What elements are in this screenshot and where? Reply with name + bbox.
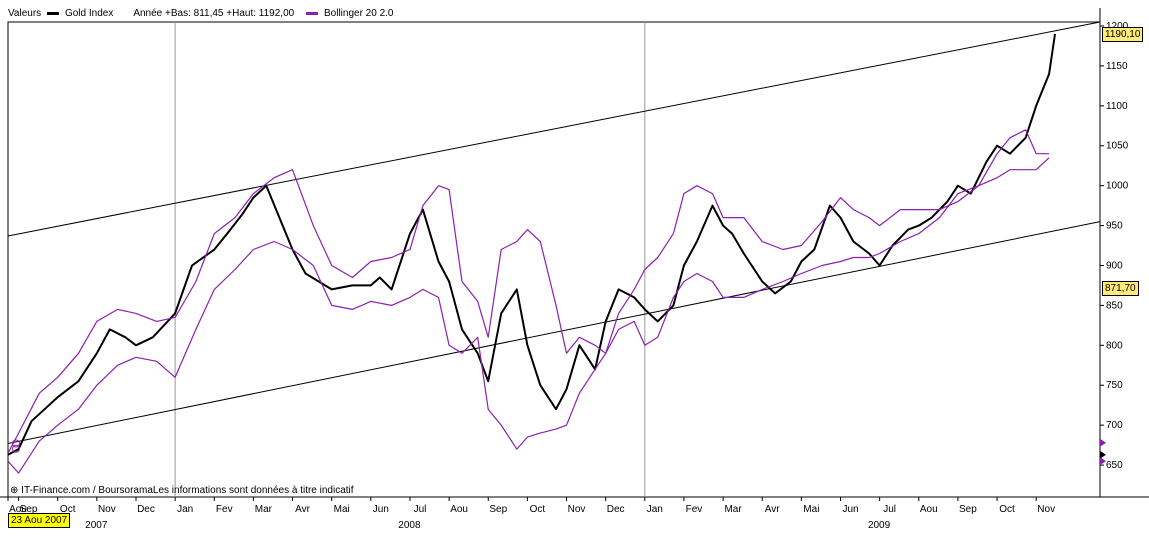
y-tick-label: 700 xyxy=(1106,420,1123,431)
x-tick-label: Fev xyxy=(216,504,233,515)
gold-swatch xyxy=(47,11,60,15)
x-tick-label: Aou xyxy=(9,504,27,515)
x-tick-label: Jan xyxy=(177,504,193,515)
series-layer xyxy=(7,33,1056,474)
axis-layer: 650 700 750 800 850 900 950 1000 1050 1100 1150 120… xyxy=(7,21,1129,531)
start-marker-upper xyxy=(12,439,20,448)
x-tick-label: Mar xyxy=(724,504,742,515)
y-tick-label: 1200 xyxy=(1106,21,1129,32)
x-tick-label: Avr xyxy=(765,504,780,515)
gold-index-line xyxy=(7,33,1056,456)
x-tick-label: Oct xyxy=(530,504,546,515)
x-tick-label: Avr xyxy=(295,504,310,515)
channel-layer xyxy=(7,21,1101,445)
x-tick-label: Jul xyxy=(883,504,896,515)
x-tick-label: Mar xyxy=(255,504,273,515)
end-marker-triangle xyxy=(1100,450,1106,459)
x-tick-label: Jun xyxy=(373,504,389,515)
x-tick-label: Fev xyxy=(686,504,703,515)
y-tick-label: 750 xyxy=(1106,380,1123,391)
y-tick-label: 800 xyxy=(1106,340,1123,351)
y-tick-label: 1100 xyxy=(1106,101,1128,112)
legend-bollinger-text: Bollinger 20 2.0 xyxy=(323,8,394,19)
start-marker-lower xyxy=(12,444,20,453)
trend-channel-line xyxy=(7,221,1101,445)
legend-bollinger-item: Bollinger 20 2.0 xyxy=(306,8,393,19)
legend-gold-item: Gold Index xyxy=(47,8,113,19)
end-marker-triangle xyxy=(1100,457,1106,466)
y-tick-label: 950 xyxy=(1106,221,1123,232)
last-price-badge: 1190,10 xyxy=(1102,26,1144,42)
grid-layer xyxy=(0,8,1149,498)
bollinger-swatch xyxy=(306,11,319,15)
year-label: 2009 xyxy=(868,520,891,531)
legend-gold-text: Gold Index xyxy=(64,8,114,19)
start-date-badge: 23 Aou 2007 xyxy=(8,513,71,528)
legend-range: Année +Bas: 811,45 +Haut: 1192,00 xyxy=(133,8,295,19)
y-tick-label: 1150 xyxy=(1106,61,1128,72)
y-tick-label: 900 xyxy=(1106,260,1123,271)
source-text: IT-Finance.com / BoursoramaLes informati… xyxy=(21,485,354,496)
legend-label: Valeurs xyxy=(8,8,42,19)
bollinger-band-line xyxy=(7,129,1050,454)
x-tick-label: Oct xyxy=(999,504,1015,515)
x-tick-label: Jan xyxy=(647,504,663,515)
x-tick-label: Mai xyxy=(803,504,819,515)
x-tick-label: Sep xyxy=(20,504,38,515)
legend: Valeurs Gold Index Année +Bas: 811,45 +H… xyxy=(8,8,393,19)
year-label: 2007 xyxy=(85,520,108,531)
y-tick-label: 650 xyxy=(1106,460,1123,471)
x-tick-label: Dec xyxy=(607,504,625,515)
mid-price-badge: 871,70 xyxy=(1102,281,1139,297)
x-tick-label: Nov xyxy=(98,504,116,515)
x-tick-label: Mai xyxy=(334,504,350,515)
end-marker-triangle xyxy=(1100,438,1106,447)
x-tick-label: Nov xyxy=(568,504,586,515)
y-tick-label: 850 xyxy=(1106,300,1123,311)
y-tick-label: 1050 xyxy=(1106,141,1129,152)
x-tick-label: Sep xyxy=(489,504,507,515)
x-tick-label: Aou xyxy=(450,504,468,515)
year-label: 2008 xyxy=(398,520,421,531)
bollinger-band-line xyxy=(7,157,1050,474)
y-tick-label: 1000 xyxy=(1106,181,1129,192)
x-tick-label: Sep xyxy=(959,504,977,515)
x-tick-label: Jul xyxy=(414,504,427,515)
x-tick-label: Dec xyxy=(137,504,155,515)
plot-frame xyxy=(7,21,1101,498)
x-tick-label: Nov xyxy=(1037,504,1055,515)
x-tick-label: Aou xyxy=(920,504,938,515)
source-note: ⊕ IT-Finance.com / BoursoramaLes informa… xyxy=(10,485,354,496)
source-icon: ⊕ xyxy=(10,485,19,496)
x-tick-label: Oct xyxy=(60,504,76,515)
x-tick-label: Jun xyxy=(842,504,858,515)
trend-channel-line xyxy=(7,21,1101,237)
